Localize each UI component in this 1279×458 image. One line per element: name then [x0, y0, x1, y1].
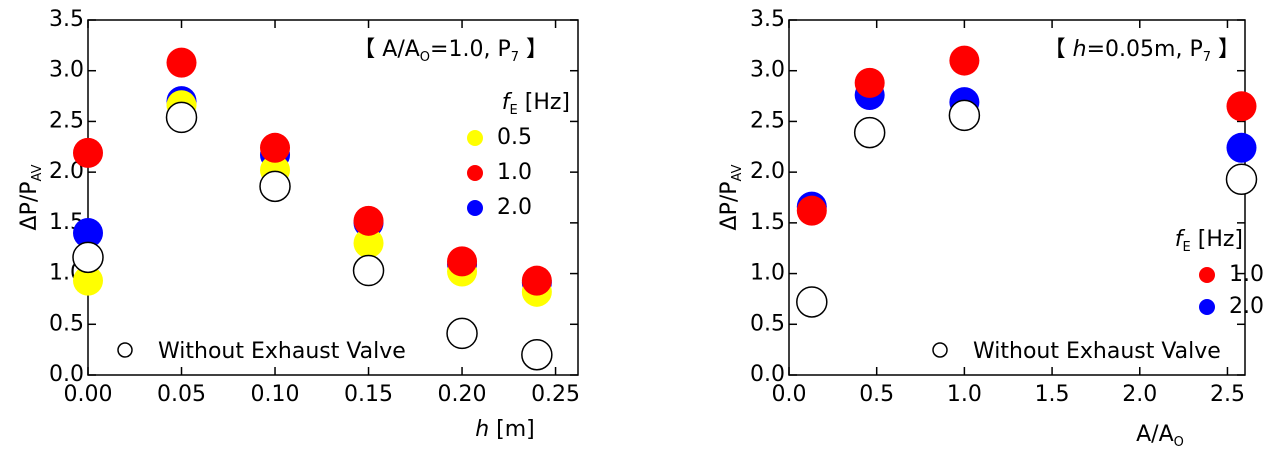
- text-part: 【: [1044, 37, 1073, 62]
- y-tick-label: 2.0: [750, 159, 785, 184]
- y-tick-label: 0.5: [750, 311, 785, 336]
- text-part: f: [502, 90, 513, 115]
- data-point: [1226, 132, 1257, 163]
- data-point: [260, 132, 291, 163]
- data-point: [521, 338, 553, 371]
- data-point: [352, 254, 385, 287]
- y-tick-label: 3.5: [750, 7, 785, 32]
- legend-marker: [1199, 267, 1215, 283]
- x-tick-label: 0.10: [251, 382, 300, 407]
- data-point: [447, 246, 478, 277]
- data-point: [259, 170, 291, 203]
- text-part: [Hz]: [518, 90, 570, 115]
- legend-label: 2.0: [1229, 294, 1264, 319]
- x-tick-label: 0.20: [438, 382, 487, 407]
- y-tick-label: 3.5: [49, 7, 84, 32]
- text-part: ΔP/P: [717, 181, 742, 230]
- x-tick-label: 2.0: [1122, 382, 1157, 407]
- x-tick-label: 0.25: [531, 382, 580, 407]
- data-point: [165, 101, 198, 134]
- legend-marker: [1199, 299, 1215, 315]
- data-point: [796, 195, 827, 226]
- x-axis-label: A/AO: [1136, 422, 1184, 450]
- legend-label: 0.5: [497, 125, 532, 150]
- data-point: [854, 67, 885, 98]
- legend-title: fE [Hz]: [1175, 227, 1243, 255]
- legend-label: 1.0: [1229, 262, 1264, 287]
- x-tick-label: 0.15: [344, 382, 393, 407]
- text-part: h: [475, 417, 489, 442]
- x-tick-label: 2.5: [1210, 382, 1245, 407]
- legend-label: 2.0: [497, 195, 532, 220]
- x-tick-label: 1.5: [1035, 382, 1070, 407]
- y-tick-label: 0.0: [750, 362, 785, 387]
- text-part: [Hz]: [1191, 227, 1243, 252]
- x-axis-label: h [m]: [475, 417, 535, 442]
- data-point: [1226, 91, 1257, 122]
- x-tick-label: 1.0: [947, 382, 982, 407]
- text-part: 7: [1203, 50, 1211, 65]
- data-point: [166, 47, 197, 78]
- x-tick-label: 0.05: [157, 382, 206, 407]
- legend-label: Without Exhaust Valve: [973, 339, 1221, 364]
- text-part: AV: [30, 164, 45, 181]
- legend-marker: [467, 165, 483, 181]
- annotation: 【 h=0.05m, P7 】: [1044, 37, 1240, 65]
- text-part: [m]: [489, 417, 535, 442]
- text-part: 7: [511, 50, 519, 65]
- data-point: [73, 265, 103, 296]
- text-part: AV: [730, 164, 745, 181]
- plot-frame: [788, 19, 1246, 376]
- text-part: 【 A/A: [353, 37, 420, 62]
- text-part: =1.0, P: [430, 37, 511, 62]
- text-part: 】: [1211, 37, 1240, 62]
- y-tick-label: 1.0: [750, 261, 785, 286]
- x-tick-label: 0.5: [859, 382, 894, 407]
- data-point: [853, 116, 886, 149]
- data-point: [1225, 163, 1258, 195]
- legend-title: fE [Hz]: [502, 90, 570, 118]
- text-part: A/A: [1136, 422, 1174, 447]
- y-tick-label: 3.0: [49, 58, 84, 83]
- data-point: [353, 205, 384, 236]
- legend-marker: [932, 342, 948, 358]
- legend-marker: [467, 200, 483, 216]
- text-part: O: [420, 50, 430, 65]
- text-part: 】: [519, 37, 548, 62]
- y-tick-label: 2.5: [49, 108, 84, 133]
- text-part: f: [1175, 227, 1186, 252]
- text-part: =0.05m, P: [1087, 37, 1203, 62]
- legend-marker: [467, 130, 483, 146]
- y-tick-label: 0.5: [49, 311, 84, 336]
- data-point: [948, 99, 981, 132]
- text-part: h: [1073, 37, 1087, 62]
- x-tick-label: 0.0: [772, 382, 807, 407]
- plot-frame: [87, 19, 579, 376]
- data-point: [73, 218, 103, 248]
- data-point: [73, 137, 103, 168]
- legend-label: Without Exhaust Valve: [158, 339, 406, 364]
- y-tick-label: 0.0: [49, 362, 84, 387]
- text-part: E: [510, 103, 518, 118]
- text-part: E: [1183, 240, 1191, 255]
- text-part: ΔP/P: [17, 181, 42, 230]
- data-point: [353, 228, 384, 259]
- y-tick-label: 3.0: [750, 58, 785, 83]
- data-point: [796, 286, 828, 318]
- y-axis-label: ΔP/PAV: [717, 164, 745, 230]
- x-tick-label: 0.00: [64, 382, 113, 407]
- annotation: 【 A/AO=1.0, P7 】: [353, 37, 548, 65]
- legend-marker: [117, 342, 133, 358]
- data-point: [949, 45, 980, 76]
- y-axis-label: ΔP/PAV: [17, 164, 45, 230]
- legend-label: 1.0: [497, 160, 532, 185]
- data-point: [521, 265, 552, 296]
- y-tick-label: 1.5: [750, 210, 785, 235]
- text-part: O: [1174, 435, 1184, 450]
- y-tick-label: 2.5: [750, 108, 785, 133]
- data-point: [72, 241, 104, 274]
- data-point: [446, 317, 478, 350]
